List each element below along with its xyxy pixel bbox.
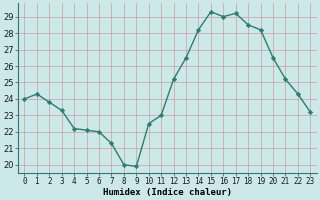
X-axis label: Humidex (Indice chaleur): Humidex (Indice chaleur) xyxy=(103,188,232,197)
